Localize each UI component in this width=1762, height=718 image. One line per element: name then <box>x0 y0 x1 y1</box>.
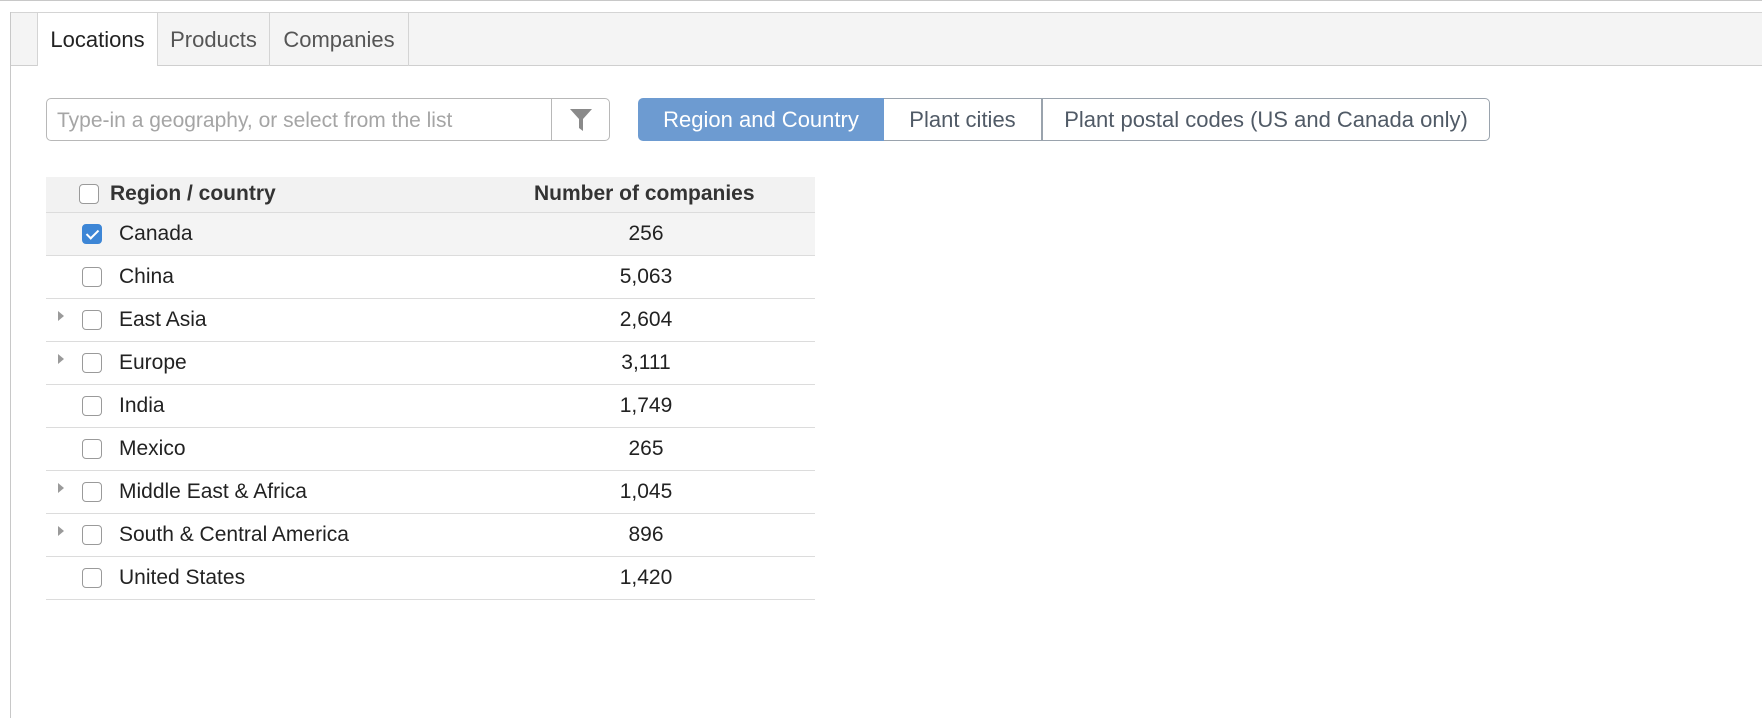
row-checkbox[interactable] <box>82 310 102 330</box>
row-checkbox[interactable] <box>82 439 102 459</box>
region-name: South & Central America <box>119 523 349 546</box>
row-checkbox[interactable] <box>82 267 102 287</box>
tab-locations[interactable]: Locations <box>37 13 158 66</box>
view-plant-postal-codes-button[interactable]: Plant postal codes (US and Canada only) <box>1042 98 1490 141</box>
table-row[interactable]: United States 1,420 <box>46 557 815 600</box>
company-count: 256 <box>628 222 664 245</box>
company-count: 5,063 <box>619 265 673 288</box>
table-row[interactable]: Middle East & Africa 1,045 <box>46 471 815 514</box>
expand-caret-icon[interactable] <box>58 483 64 493</box>
row-checkbox[interactable] <box>82 568 102 588</box>
company-count: 2,604 <box>619 308 673 331</box>
region-name: China <box>119 265 174 288</box>
table-row[interactable]: Canada 256 <box>46 213 815 256</box>
table-row[interactable]: Europe 3,111 <box>46 342 815 385</box>
row-checkbox[interactable] <box>82 353 102 373</box>
row-checkbox[interactable] <box>82 224 102 244</box>
column-header-count[interactable]: Number of companies <box>534 182 755 205</box>
table-row[interactable]: China 5,063 <box>46 256 815 299</box>
filter-icon <box>569 108 592 131</box>
table-header: Region / country Number of companies <box>46 177 815 213</box>
expand-caret-icon[interactable] <box>58 354 64 364</box>
region-name: Middle East & Africa <box>119 480 307 503</box>
view-plant-cities-button[interactable]: Plant cities <box>884 98 1042 141</box>
tab-companies[interactable]: Companies <box>270 13 409 66</box>
company-count: 896 <box>628 523 664 546</box>
geography-search-input[interactable] <box>55 99 553 142</box>
select-all-checkbox[interactable] <box>79 184 99 204</box>
column-header-region[interactable]: Region / country <box>110 182 276 205</box>
tab-bar: Locations Products Companies <box>11 12 1762 66</box>
region-table: Region / country Number of companies Can… <box>46 177 815 600</box>
expand-caret-icon[interactable] <box>58 526 64 536</box>
view-region-country-button[interactable]: Region and Country <box>638 98 884 141</box>
company-count: 1,420 <box>619 566 673 589</box>
tab-products[interactable]: Products <box>158 13 270 66</box>
region-name: East Asia <box>119 308 207 331</box>
filter-button[interactable] <box>551 99 609 140</box>
table-row[interactable]: East Asia 2,604 <box>46 299 815 342</box>
table-row[interactable]: South & Central America 896 <box>46 514 815 557</box>
table-row[interactable]: India 1,749 <box>46 385 815 428</box>
frame-border <box>10 12 11 718</box>
geography-search <box>46 98 610 142</box>
row-checkbox[interactable] <box>82 482 102 502</box>
region-name: Europe <box>119 351 187 374</box>
table-row[interactable]: Mexico 265 <box>46 428 815 471</box>
region-name: India <box>119 394 165 417</box>
expand-caret-icon[interactable] <box>58 311 64 321</box>
company-count: 1,045 <box>619 480 673 503</box>
region-name: Mexico <box>119 437 186 460</box>
company-count: 265 <box>628 437 664 460</box>
company-count: 3,111 <box>621 351 671 374</box>
region-name: United States <box>119 566 246 589</box>
row-checkbox[interactable] <box>82 525 102 545</box>
row-checkbox[interactable] <box>82 396 102 416</box>
region-name: Canada <box>119 222 193 245</box>
company-count: 1,749 <box>619 394 673 417</box>
